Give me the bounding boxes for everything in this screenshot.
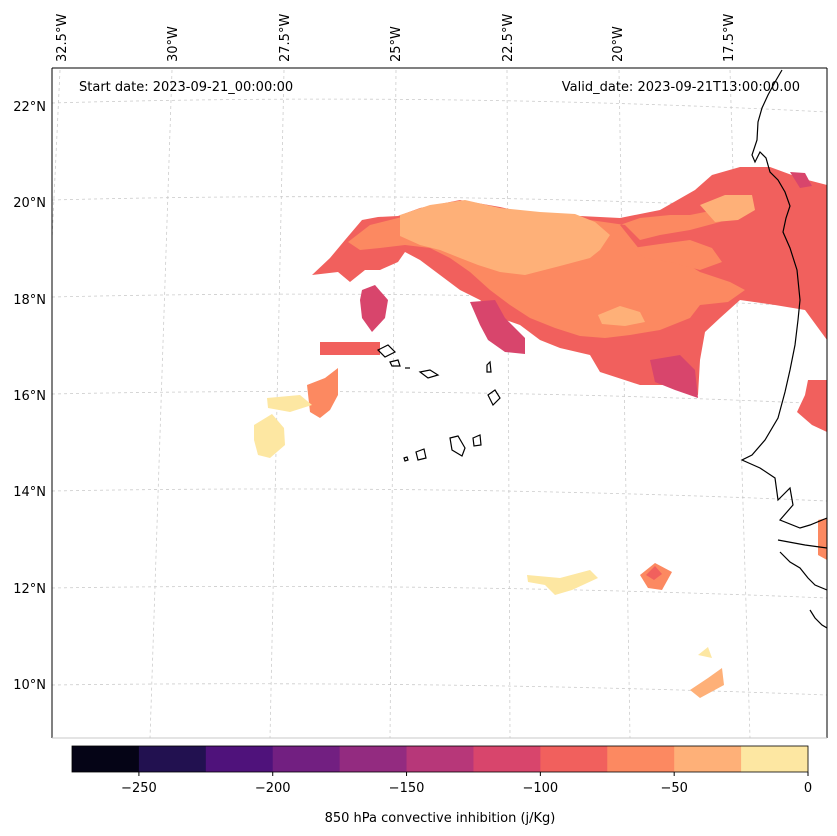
contour-patch-7	[698, 647, 712, 658]
contour-band-mid-lobe	[632, 240, 722, 270]
lat-label: 12°N	[13, 582, 46, 597]
lon-label: 32.5°W	[55, 14, 70, 62]
meridian-30w	[149, 69, 173, 738]
island-cape-verde-sal	[486, 360, 492, 373]
contour-pocket-south	[470, 300, 525, 354]
map-frame	[51, 67, 828, 739]
island-cape-verde-boa-vista	[487, 389, 501, 407]
island-cape-verde-brava	[403, 456, 409, 462]
meridian-25w	[389, 69, 397, 738]
meridian-20w	[618, 69, 631, 738]
colorbar: −250 −200 −150 −100 −50 0 850 hPa convective …	[71, 745, 812, 826]
cin-contours	[254, 167, 827, 698]
parallel-14n	[52, 488, 827, 502]
colorbar-segment	[205, 746, 274, 772]
lon-label: 27.5°W	[278, 14, 293, 62]
lat-label: 10°N	[13, 678, 46, 693]
colorbar-segment	[473, 746, 541, 772]
colorbar-ticks: −250 −200 −150 −100 −50 0	[121, 772, 812, 796]
gridlines	[52, 69, 827, 738]
colorbar-segments	[72, 746, 809, 772]
africa-coastline	[740, 69, 827, 529]
contour-patch-4	[527, 570, 598, 595]
contour-patch-2	[267, 395, 312, 412]
colorbar-outline	[71, 745, 809, 773]
lat-label: 20°N	[13, 196, 46, 211]
contour-patch-senegal	[818, 518, 827, 560]
colorbar-tick-label: 0	[804, 781, 812, 796]
colorbar-segment	[272, 746, 341, 772]
island-cape-verde-sao-vicente	[389, 359, 401, 367]
colorbar-tick-label: −150	[389, 781, 425, 796]
parallel-22n	[52, 98, 827, 113]
parallel-20n	[52, 196, 827, 211]
contour-band-inner-patch	[598, 306, 645, 326]
island-cape-verde-sao-nicolau	[418, 369, 440, 379]
contour-patch-6	[690, 668, 724, 698]
coast-gambia	[777, 539, 827, 549]
coast-guinea-bissau	[779, 551, 827, 591]
colorbar-tick-label: −250	[121, 781, 157, 796]
island-cape-verde-santo-antao	[376, 344, 397, 358]
colorbar-segment	[72, 746, 140, 772]
parallel-12n	[52, 585, 827, 599]
meridian-22-5w	[506, 69, 511, 738]
island-cape-verde-santiago	[449, 435, 466, 457]
lon-label: 17.5°W	[722, 14, 737, 62]
parallel-10n	[52, 683, 827, 696]
island-cape-verde-fogo	[415, 448, 427, 461]
contour-patch-5-core	[646, 566, 662, 580]
parallel-16n	[52, 391, 827, 405]
contour-band-inner-east	[700, 195, 755, 222]
colorbar-segment	[406, 746, 474, 772]
contour-patch-1	[307, 368, 338, 418]
island-cape-verde-maio	[472, 434, 482, 447]
colorbar-segment	[741, 746, 809, 772]
lon-label: 25°W	[389, 26, 404, 62]
lon-label: 30°W	[166, 26, 181, 62]
lat-label: 22°N	[13, 100, 46, 115]
valid-date-label: Valid_date: 2023-09-21T13:00:00.00	[562, 80, 800, 95]
contour-pocket-north	[790, 172, 812, 188]
latitude-labels: 22°N 20°N 18°N 16°N 14°N 12°N 10°N	[13, 100, 46, 693]
coast-guinea	[809, 609, 827, 629]
colorbar-segment	[138, 746, 207, 772]
lon-label: 22.5°W	[501, 14, 516, 62]
colorbar-segment	[540, 746, 608, 772]
colorbar-segment	[607, 746, 675, 772]
colorbar-tick-label: −100	[523, 781, 559, 796]
lat-label: 14°N	[13, 485, 46, 500]
lat-label: 16°N	[13, 389, 46, 404]
colorbar-segment	[674, 746, 742, 772]
lon-label: 20°W	[611, 26, 626, 62]
contour-pocket-west	[360, 285, 388, 332]
contour-patch-3	[254, 414, 285, 458]
start-date-label: Start date: 2023-09-21_00:00:00	[79, 80, 293, 95]
contour-pocket-east	[650, 355, 698, 398]
contour-band-inner	[400, 200, 610, 275]
lat-label: 18°N	[13, 293, 46, 308]
colorbar-tick-label: −200	[255, 781, 291, 796]
contour-strip-cape-verde	[320, 342, 380, 355]
colorbar-segment	[339, 746, 408, 772]
parallel-18n	[52, 293, 827, 308]
colorbar-title: 850 hPa convective inhibition (j/Kg)	[325, 811, 556, 826]
longitude-labels: 32.5°W 30°W 27.5°W 25°W 22.5°W 20°W 17.5°W	[55, 14, 737, 62]
meridian-32-5w	[52, 69, 61, 241]
coastlines	[376, 69, 827, 629]
contour-patch-east-coast	[797, 380, 827, 432]
colorbar-tick-label: −50	[660, 781, 687, 796]
